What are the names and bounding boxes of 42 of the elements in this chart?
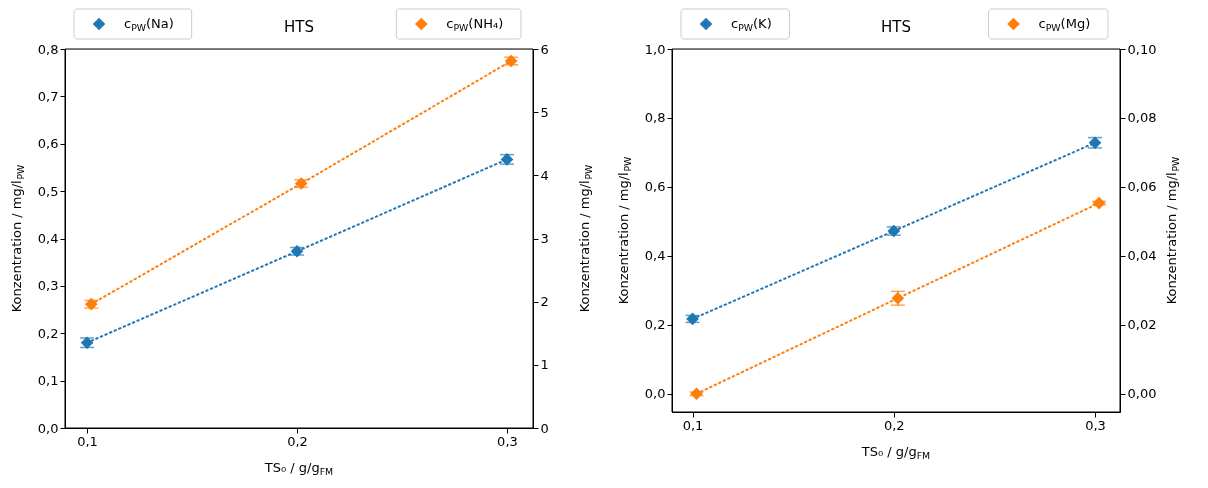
y-axis-title: Konzentration / mg/lPW xyxy=(9,164,26,313)
y-tick-label: 0,4 xyxy=(644,248,666,264)
point xyxy=(690,387,703,401)
y-tick-label: 0,0 xyxy=(37,420,59,436)
y2-tick-label: 5 xyxy=(540,104,549,120)
y-tick-label: 0,6 xyxy=(644,179,666,195)
y-tick-label: 0,2 xyxy=(37,325,59,341)
y2-tick-label: 6 xyxy=(540,41,549,57)
chart-title: HTS xyxy=(881,18,911,36)
x-tick-label: 0,2 xyxy=(287,433,308,449)
y2-tick-label: 0,04 xyxy=(1127,248,1157,264)
y2-tick-label: 0,00 xyxy=(1127,386,1157,402)
y2-tick-label: 3 xyxy=(540,231,549,246)
y-tick-label: 0,0 xyxy=(644,386,666,402)
y2-tick-label: 2 xyxy=(540,294,549,310)
x-tick-label: 0,3 xyxy=(1085,417,1106,433)
y-tick-label: 0,4 xyxy=(37,231,59,246)
y2-tick-label: 0 xyxy=(540,420,549,436)
y-tick-label: 1,0 xyxy=(644,41,666,57)
y-tick-label: 0,2 xyxy=(644,317,666,333)
y2-tick-label: 0,10 xyxy=(1127,41,1157,57)
x-tick-label: 0,1 xyxy=(682,417,704,433)
y2-tick-label: 0,08 xyxy=(1127,110,1157,126)
y-axis-title: Konzentration / mg/lPW xyxy=(616,156,633,305)
y2-tick-label: 4 xyxy=(540,167,549,183)
y2-tick-label: 0,02 xyxy=(1127,317,1157,333)
x-tick-label: 0,1 xyxy=(77,433,98,449)
y-tick-label: 0,3 xyxy=(37,278,59,294)
x-tick-label: 0,2 xyxy=(883,417,905,433)
y2-tick-label: 1 xyxy=(540,357,549,373)
y2-tick-label: 0,06 xyxy=(1127,179,1157,195)
point xyxy=(1092,196,1106,210)
y2-axis-title: Konzentration / mg/lPW xyxy=(1164,156,1181,305)
x-tick-label: 0,3 xyxy=(497,433,518,449)
y-tick-label: 0,8 xyxy=(644,110,666,126)
y-tick-label: 0,1 xyxy=(37,373,59,389)
y-tick-label: 0,8 xyxy=(37,41,59,57)
y-tick-label: 0,6 xyxy=(37,136,59,152)
y-tick-label: 0,7 xyxy=(37,88,59,104)
chart-title: HTS xyxy=(284,18,314,36)
y-tick-label: 0,5 xyxy=(37,183,59,199)
y2-axis-title: Konzentration / mg/lPW xyxy=(577,164,594,313)
